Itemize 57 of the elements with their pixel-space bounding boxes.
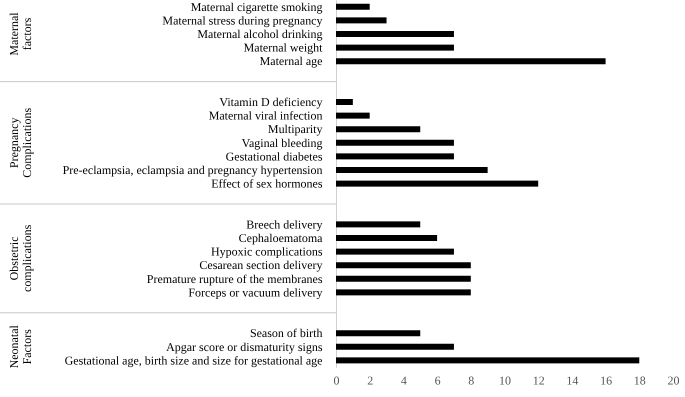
bar: [336, 44, 454, 51]
y-tick-label: Maternal viral infection: [208, 108, 322, 123]
y-tick-label: Multiparity: [268, 122, 323, 136]
bar: [336, 31, 454, 37]
x-tick-label: 4: [400, 374, 407, 388]
bar: [336, 166, 488, 173]
y-tick-label: Cephaloematoma: [238, 230, 324, 245]
x-tick-label: 10: [499, 374, 511, 388]
y-tick-label: Breech delivery: [246, 217, 322, 232]
bar: [336, 126, 420, 132]
bar: [336, 330, 420, 336]
bar: [336, 289, 471, 296]
x-tick-label: 16: [600, 374, 612, 388]
x-tick-label: 12: [532, 374, 545, 388]
y-tick-label: Maternal age: [260, 54, 322, 68]
bar: [336, 262, 471, 268]
y-tick-label: Forceps or vacuum delivery: [188, 285, 322, 300]
text: Maternal factors: [7, 12, 34, 56]
x-tick-label: 0: [334, 374, 340, 388]
y-tick-label: Premature rupture of the membranes: [146, 272, 323, 286]
x-tick-label: 8: [468, 374, 474, 388]
y-tick-label: Effect of sex hormones: [211, 176, 323, 191]
text: Obstetric complications: [7, 224, 34, 292]
text: Neonatal Factors: [7, 324, 34, 368]
bar: [336, 344, 454, 350]
bar: [336, 276, 471, 282]
bar: [336, 58, 606, 64]
y-tick-label: Maternal stress during pregnancy: [162, 13, 323, 28]
y-tick-label: Gestational diabetes: [226, 149, 323, 164]
x-tick-label: 2: [367, 374, 374, 388]
bar: [336, 153, 454, 160]
bar: [336, 248, 454, 255]
bar: [336, 180, 538, 187]
x-tick-label: 14: [566, 374, 578, 388]
bar: [336, 4, 370, 10]
bar: [336, 234, 438, 241]
x-tick-label: 20: [667, 374, 680, 388]
y-tick-label: Hypoxic complications: [211, 244, 323, 259]
y-tick-label: Vaginal bleeding: [242, 136, 323, 150]
y-tick-label: Cesarean section delivery: [199, 258, 323, 272]
bar: [336, 98, 353, 105]
y-tick-label: Apgar score or dismaturity signs: [166, 340, 323, 354]
y-tick-label: Vitamin D deficiency: [219, 94, 323, 109]
bar: [336, 17, 387, 24]
y-tick-label: Season of birth: [250, 326, 323, 340]
y-tick-label: Maternal cigarette smoking: [190, 0, 322, 14]
bar: [336, 357, 640, 364]
y-tick-label: Pre-eclampsia, eclampsia and pregnancy hypertension: [62, 162, 322, 177]
x-tick-label: 18: [634, 374, 646, 388]
bar: [336, 112, 370, 119]
bar: [336, 221, 420, 228]
y-tick-label: Maternal alcohol drinking: [197, 27, 322, 41]
y-tick-label: Gestational age, birth size and size for gestational age: [64, 353, 322, 368]
x-tick-label: 6: [434, 374, 441, 388]
bar: [336, 140, 454, 146]
y-tick-label: Maternal weight: [244, 40, 324, 55]
text: Pregnancy Complications: [7, 108, 34, 178]
